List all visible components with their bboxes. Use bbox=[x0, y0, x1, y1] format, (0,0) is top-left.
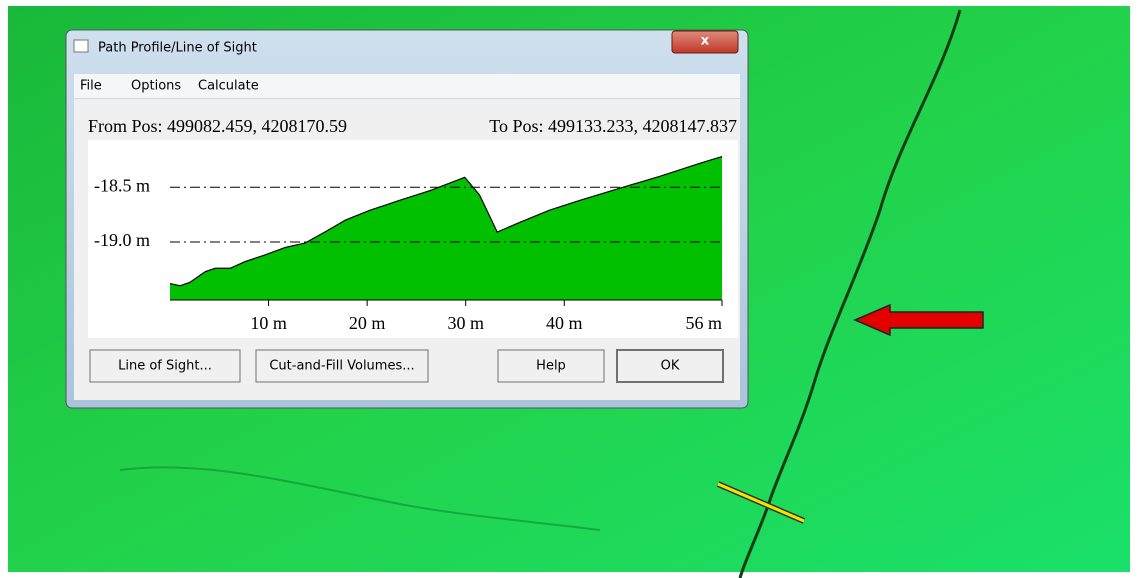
menu-item[interactable]: Options bbox=[131, 79, 181, 94]
x-tick-label: 56 m bbox=[685, 313, 722, 333]
button-label[interactable]: Line of Sight... bbox=[118, 359, 212, 374]
x-tick-label: 20 m bbox=[349, 313, 386, 333]
menu-item[interactable]: File bbox=[80, 79, 102, 94]
window-title: Path Profile/Line of Sight bbox=[98, 41, 257, 56]
screen: Path Profile/Line of Sight x File Option… bbox=[0, 0, 1138, 578]
y-tick-label: -18.5 m bbox=[94, 175, 150, 195]
x-tick-label: 40 m bbox=[546, 313, 583, 333]
to-position: To Pos: 499133.233, 4208147.837 bbox=[489, 116, 737, 136]
button-label[interactable]: Cut-and-Fill Volumes... bbox=[269, 359, 414, 374]
x-tick-label: 30 m bbox=[447, 313, 484, 333]
dialog: Path Profile/Line of Sight x File Option… bbox=[66, 30, 748, 408]
x-tick-label: 10 m bbox=[250, 313, 287, 333]
button-label[interactable]: Help bbox=[536, 359, 566, 374]
close-icon[interactable]: x bbox=[701, 34, 710, 49]
window-icon bbox=[74, 40, 88, 52]
from-position: From Pos: 499082.459, 4208170.59 bbox=[88, 116, 347, 136]
button-label[interactable]: OK bbox=[661, 359, 680, 374]
y-tick-label: -19.0 m bbox=[94, 230, 150, 250]
menu-item[interactable]: Calculate bbox=[198, 79, 259, 94]
page: Path Profile/Line of Sight x File Option… bbox=[0, 0, 1138, 578]
